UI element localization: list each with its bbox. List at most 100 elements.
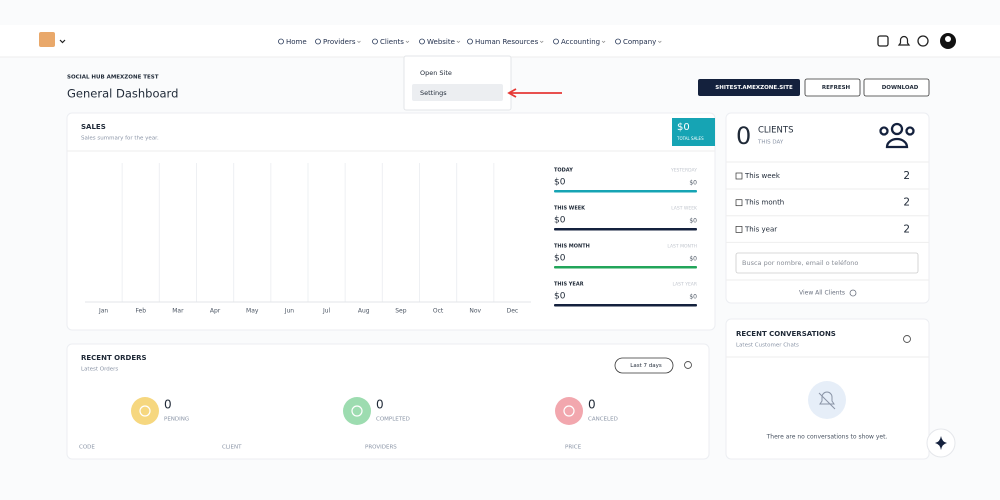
status-icon-ring <box>563 405 575 417</box>
status-count: 0 <box>164 398 172 412</box>
sales-card <box>66 112 716 331</box>
clients-rows: This week 2 This month 2 This year 2 <box>726 170 929 243</box>
help-icon[interactable] <box>917 35 929 47</box>
nav-icon <box>615 38 621 45</box>
nav-chevron <box>601 40 606 43</box>
download-button-label: DOWNLOAD <box>882 85 919 91</box>
dropdown-highlight <box>412 84 503 101</box>
client-row-value: 2 <box>903 170 910 182</box>
clients-title: CLIENTS <box>758 126 794 136</box>
logo[interactable] <box>39 32 55 47</box>
order-statuses: 0 PENDING 0 COMPLETED 0 CANCELED <box>131 397 618 425</box>
status-icon <box>343 397 371 425</box>
column-header: PRICE <box>565 445 582 451</box>
filter-label: Last 7 days <box>630 363 662 369</box>
icon-head <box>905 126 915 136</box>
calendar-icon <box>735 172 743 180</box>
stat-value: $0 <box>554 292 566 302</box>
nav-chevron <box>357 40 361 43</box>
view-all-clients[interactable]: View All Clients <box>799 290 845 297</box>
view-all-icon <box>849 289 857 297</box>
month-label: Nov <box>469 308 481 315</box>
stat-compare-label: LAST MONTH <box>667 244 697 250</box>
page-subtitle: SOCIAL HUB AMEXZONE TEST <box>67 75 159 81</box>
dropdown-item[interactable]: Settings <box>420 89 447 97</box>
sales-chart: Jan Feb Mar Apr May Jun Jul Aug Sep Oct Nov Dec <box>85 163 531 315</box>
status-count: 0 <box>588 398 596 412</box>
refresh-button-label: REFRESH <box>822 85 851 91</box>
stat-label: THIS MONTH <box>554 244 590 250</box>
nav-item[interactable]: Human Resources <box>475 38 539 46</box>
orders-card <box>66 343 710 460</box>
nav-item[interactable]: Accounting <box>561 38 600 46</box>
nav-icon <box>467 38 473 45</box>
month-label: Aug <box>358 308 370 315</box>
total-sales-value: $0 <box>677 122 690 133</box>
site-button[interactable] <box>698 79 800 96</box>
orders-refresh[interactable] <box>684 361 692 369</box>
status-icon <box>131 397 159 425</box>
orders-subtitle: Latest Orders <box>81 367 118 373</box>
conversations-refresh[interactable] <box>903 335 911 343</box>
orders-table-header: CODE CLIENT PROVIDERS PRICE <box>79 445 582 451</box>
website-dropdown <box>403 55 512 111</box>
status-icon-ring <box>351 405 363 417</box>
nav-item[interactable]: Clients <box>380 38 404 46</box>
nav-icon <box>372 38 378 45</box>
stat-value: $0 <box>554 216 566 226</box>
month-label: Jul <box>322 308 331 315</box>
clients-icon <box>879 122 915 149</box>
stat-label: THIS YEAR <box>554 282 584 288</box>
clients-card <box>725 112 930 304</box>
stat-bar <box>554 266 697 269</box>
nav-chevron <box>658 40 662 43</box>
nav-item[interactable]: Company <box>623 38 656 46</box>
stat-compare-label: YESTERDAY <box>670 168 697 174</box>
sales-title: SALES <box>81 123 106 131</box>
client-row-value: 2 <box>903 223 910 235</box>
note-icon[interactable] <box>877 35 889 47</box>
page-title: General Dashboard <box>67 87 178 101</box>
stat-compare-value: $0 <box>689 256 697 263</box>
nav-icon <box>315 38 321 45</box>
refresh-button[interactable] <box>804 78 861 97</box>
column-header: CLIENT <box>222 445 242 451</box>
stat-value: $0 <box>554 254 566 264</box>
empty-message: There are no conversations to show yet. <box>766 434 888 441</box>
stat-bar <box>554 190 697 193</box>
empty-icon-bg <box>808 381 846 419</box>
month-label: Dec <box>507 308 519 315</box>
nav-item[interactable]: Home <box>286 38 307 46</box>
nav-icon <box>419 38 425 45</box>
top-icons <box>877 33 956 49</box>
month-label: Mar <box>172 308 184 315</box>
nav-item[interactable]: Website <box>427 38 455 46</box>
month-label: Oct <box>433 308 444 315</box>
month-label: Feb <box>135 308 146 315</box>
month-label: Jan <box>98 308 108 315</box>
filter-button[interactable] <box>614 357 674 374</box>
stat-bar <box>554 228 697 231</box>
nav-icon <box>553 38 559 45</box>
status-icon <box>555 397 583 425</box>
dropdown-item[interactable]: Open Site <box>420 69 452 77</box>
month-label: Sep <box>395 308 407 315</box>
nav-icon <box>278 38 284 45</box>
nav-item[interactable]: Providers <box>323 38 356 46</box>
column-header: PROVIDERS <box>365 445 397 451</box>
stat-compare-value: $0 <box>689 218 697 225</box>
nav-chevron <box>405 40 410 43</box>
status-label: COMPLETED <box>376 417 410 423</box>
download-button[interactable] <box>863 78 930 97</box>
total-sales-badge <box>672 118 715 146</box>
search-input[interactable] <box>735 252 919 274</box>
stat-compare-label: LAST YEAR <box>672 282 697 288</box>
month-label: May <box>246 308 259 315</box>
icon-body <box>885 137 909 149</box>
month-label: Apr <box>210 308 221 315</box>
stat-compare-value: $0 <box>689 294 697 301</box>
stat-compare-value: $0 <box>689 180 697 187</box>
bell-icon[interactable] <box>897 35 911 46</box>
orders-title: RECENT ORDERS <box>81 354 147 362</box>
